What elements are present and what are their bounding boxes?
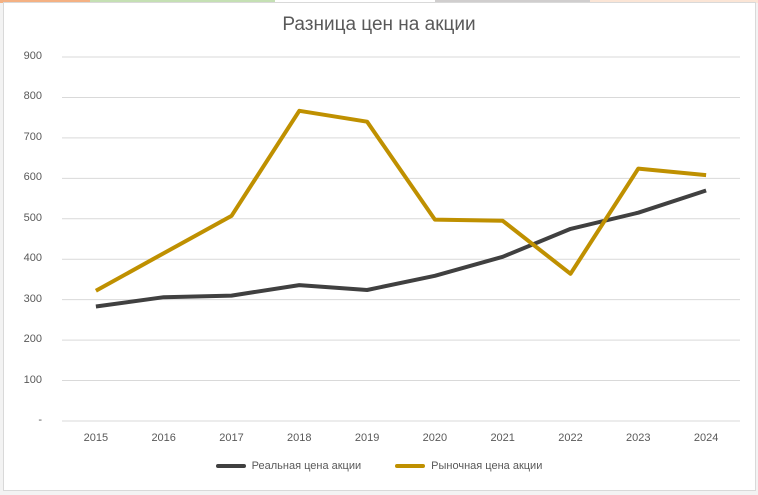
y-tick-label: 400 <box>23 252 42 265</box>
spreadsheet-background-strip <box>0 0 758 3</box>
legend-label-real: Реальная цена акции <box>251 460 362 472</box>
x-tick-label: 2015 <box>83 432 109 444</box>
x-tick-label: 2024 <box>693 432 719 444</box>
legend: Реальная цена акции Рыночная цена акции <box>0 460 758 472</box>
x-tick-label: 2023 <box>626 432 651 444</box>
x-tick-label: 2017 <box>219 432 244 444</box>
x-tick-label: 2019 <box>354 432 380 444</box>
x-tick-label: 2021 <box>490 432 515 444</box>
legend-swatch-real <box>215 464 246 468</box>
series-line-market[interactable] <box>94 108 707 293</box>
y-tick-label: 900 <box>23 50 42 62</box>
legend-swatch-market <box>395 464 426 468</box>
y-tick-label: 200 <box>23 333 42 346</box>
legend-item-real: Реальная цена акции <box>215 460 362 472</box>
y-tick-label: 600 <box>23 171 42 184</box>
y-tick-label: 800 <box>23 90 42 103</box>
y-tick-label: 300 <box>23 292 42 305</box>
chart-area[interactable] <box>3 2 756 491</box>
x-tick-label: 2016 <box>151 432 176 444</box>
x-tick-label: 2022 <box>558 432 583 444</box>
x-tick-label: 2018 <box>287 432 312 444</box>
chart-title: Разница цен на акции <box>282 14 476 35</box>
x-tick-label: 2020 <box>422 432 448 444</box>
y-tick-label: 700 <box>23 130 42 143</box>
legend-item-market: Рыночная цена акции <box>395 460 542 472</box>
y-tick-label: - <box>38 414 42 426</box>
y-tick-label: 100 <box>23 373 42 386</box>
legend-label-market: Рыночная цена акции <box>431 460 543 472</box>
y-tick-label: 500 <box>23 211 42 224</box>
